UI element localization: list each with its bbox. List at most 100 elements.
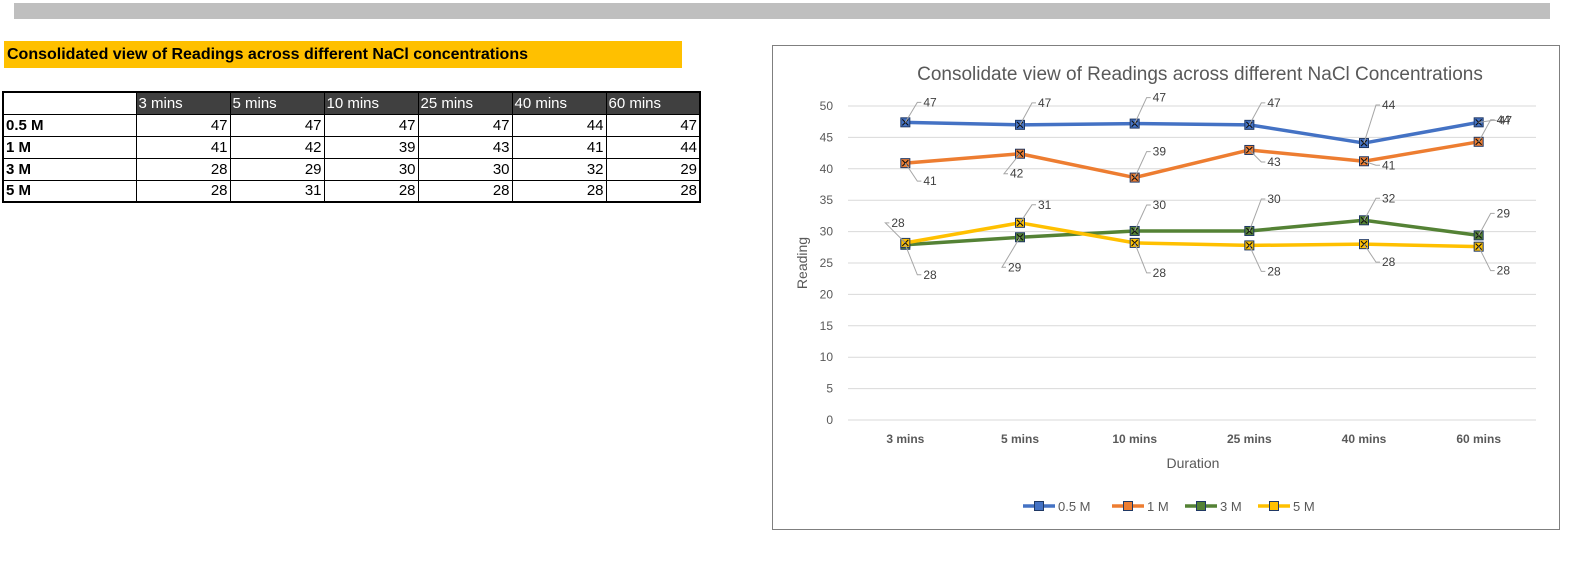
- leader-line: [1019, 102, 1036, 126]
- data-label: 28: [1267, 264, 1281, 278]
- data-point-cross: [1245, 121, 1253, 129]
- legend-entry-label[interactable]: 1 M: [1147, 499, 1169, 514]
- leader-line: [1002, 153, 1021, 175]
- data-label: 28: [891, 216, 905, 230]
- y-tick-label: 45: [820, 130, 834, 144]
- column-header[interactable]: 5 mins: [229, 91, 325, 115]
- table-cell[interactable]: 44: [511, 113, 607, 137]
- table-cell[interactable]: 29: [229, 157, 325, 181]
- x-tick-label: 10 mins: [1112, 432, 1157, 446]
- leader-line: [1363, 197, 1380, 221]
- table-cell[interactable]: 39: [323, 135, 419, 159]
- table-row: 5 M 28 31 28 28 28 28: [2, 179, 701, 203]
- line-chart[interactable]: Consolidate view of Readings across diff…: [772, 45, 1560, 530]
- data-point-cross: [901, 159, 909, 167]
- x-tick-label: 5 mins: [1001, 432, 1039, 446]
- series-line[interactable]: [905, 140, 1479, 180]
- chart-canvas: Consolidate view of Readings across diff…: [794, 64, 1536, 514]
- data-label: 47: [923, 95, 937, 109]
- x-tick-label: 40 mins: [1342, 432, 1387, 446]
- series-line[interactable]: [905, 120, 1479, 145]
- table-cell[interactable]: 32: [511, 157, 607, 181]
- table-row: 3 M 28 29 30 30 32 29: [2, 157, 701, 181]
- leader-line: [904, 244, 922, 276]
- table-cell[interactable]: 28: [135, 179, 231, 203]
- data-point-cross: [1245, 227, 1253, 235]
- leader-line: [1478, 246, 1495, 272]
- y-tick-label: 0: [826, 413, 833, 427]
- data-label: 44: [1497, 113, 1511, 127]
- table-header-row: 3 mins 5 mins 10 mins 25 mins 40 mins 60…: [2, 91, 701, 115]
- table-cell[interactable]: 30: [417, 157, 513, 181]
- table-cell[interactable]: 41: [511, 135, 607, 159]
- leader-line: [1248, 245, 1266, 272]
- legend-swatch-marker: [1269, 501, 1279, 511]
- readings-table: 3 mins 5 mins 10 mins 25 mins 40 mins 60…: [2, 91, 701, 203]
- data-label: 29: [1008, 260, 1022, 274]
- table-cell[interactable]: 43: [417, 135, 513, 159]
- table-row: 0.5 M 47 47 47 47 44 47: [2, 113, 701, 137]
- table-corner-cell[interactable]: [2, 91, 137, 115]
- x-axis-ticks: 3 mins 5 mins 10 mins 25 mins 40 mins 60 mins: [886, 432, 1501, 446]
- data-label: 31: [1038, 198, 1052, 212]
- x-tick-label: 3 mins: [886, 432, 924, 446]
- leader-line: [1134, 204, 1151, 232]
- table-cell[interactable]: 44: [605, 135, 701, 159]
- y-tick-label: 25: [820, 256, 834, 270]
- data-label: 44: [1382, 98, 1396, 112]
- table-cell[interactable]: 28: [135, 157, 231, 181]
- data-label: 32: [1382, 191, 1396, 205]
- y-tick-label: 10: [820, 350, 834, 364]
- table-cell[interactable]: 29: [605, 157, 701, 181]
- column-header[interactable]: 60 mins: [605, 91, 701, 115]
- legend-entry-label[interactable]: 3 M: [1220, 499, 1242, 514]
- table-cell[interactable]: 28: [511, 179, 607, 203]
- table-cell[interactable]: 47: [135, 113, 231, 137]
- legend[interactable]: 0.5 M 1 M 3 M 5 M: [1023, 499, 1315, 514]
- table-cell[interactable]: 28: [323, 179, 419, 203]
- table-cell[interactable]: 28: [605, 179, 701, 203]
- column-header[interactable]: 40 mins: [511, 91, 607, 115]
- data-label: 47: [1038, 96, 1052, 110]
- leader-line: [1248, 198, 1266, 232]
- leader-line: [1134, 242, 1151, 274]
- table-cell[interactable]: 47: [323, 113, 419, 137]
- y-tick-label: 5: [826, 382, 833, 396]
- table-cell[interactable]: 30: [323, 157, 419, 181]
- legend-swatch-marker: [1034, 501, 1044, 511]
- table-row: 1 M 41 42 39 43 41 44: [2, 135, 701, 159]
- leader-line: [1478, 119, 1495, 143]
- leader-line: [904, 162, 922, 182]
- leader-line: [1478, 119, 1497, 123]
- column-header[interactable]: 3 mins: [135, 91, 231, 115]
- leader-line: [1478, 212, 1495, 236]
- leader-line: [1248, 102, 1266, 126]
- leader-line: [1001, 236, 1021, 268]
- row-label[interactable]: 5 M: [2, 179, 137, 203]
- legend-entry-label[interactable]: 0.5 M: [1058, 499, 1091, 514]
- leader-line: [884, 222, 906, 244]
- table-cell[interactable]: 31: [229, 179, 325, 203]
- top-gray-bar: [14, 3, 1550, 19]
- leader-line: [1248, 149, 1266, 163]
- column-header[interactable]: 10 mins: [323, 91, 419, 115]
- table-cell[interactable]: 47: [605, 113, 701, 137]
- y-tick-label: 30: [820, 225, 834, 239]
- table-cell[interactable]: 47: [229, 113, 325, 137]
- legend-entry-label[interactable]: 5 M: [1293, 499, 1315, 514]
- row-label[interactable]: 0.5 M: [2, 113, 137, 137]
- column-header[interactable]: 25 mins: [417, 91, 513, 115]
- table-cell[interactable]: 42: [229, 135, 325, 159]
- table-cell[interactable]: 47: [417, 113, 513, 137]
- series-line[interactable]: [905, 218, 1479, 247]
- row-label[interactable]: 3 M: [2, 157, 137, 181]
- data-label: 30: [1267, 192, 1281, 206]
- row-label[interactable]: 1 M: [2, 135, 137, 159]
- table-cell[interactable]: 28: [417, 179, 513, 203]
- leader-line: [904, 101, 922, 123]
- data-label: 39: [1153, 145, 1167, 159]
- series-line[interactable]: [905, 221, 1479, 249]
- legend-swatch-marker: [1123, 501, 1133, 511]
- table-cell[interactable]: 41: [135, 135, 231, 159]
